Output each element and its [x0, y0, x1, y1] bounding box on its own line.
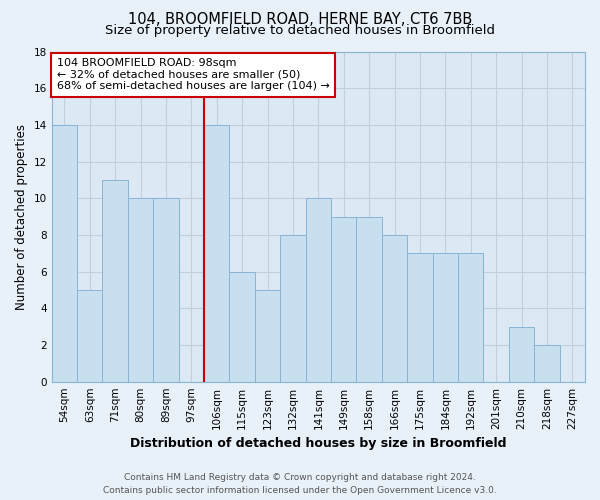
Bar [255, 290, 280, 382]
Bar [103, 180, 128, 382]
Bar [305, 198, 331, 382]
X-axis label: Distribution of detached houses by size in Broomfield: Distribution of detached houses by size … [130, 437, 506, 450]
Bar [204, 125, 229, 382]
Bar [229, 272, 255, 382]
Text: 104 BROOMFIELD ROAD: 98sqm
← 32% of detached houses are smaller (50)
68% of semi: 104 BROOMFIELD ROAD: 98sqm ← 32% of deta… [57, 58, 330, 92]
Text: Contains HM Land Registry data © Crown copyright and database right 2024.
Contai: Contains HM Land Registry data © Crown c… [103, 473, 497, 495]
Text: 104, BROOMFIELD ROAD, HERNE BAY, CT6 7BB: 104, BROOMFIELD ROAD, HERNE BAY, CT6 7BB [128, 12, 472, 28]
Bar [458, 254, 484, 382]
Bar [280, 235, 305, 382]
Bar [407, 254, 433, 382]
Bar [382, 235, 407, 382]
Bar [356, 216, 382, 382]
Y-axis label: Number of detached properties: Number of detached properties [15, 124, 28, 310]
Text: Size of property relative to detached houses in Broomfield: Size of property relative to detached ho… [105, 24, 495, 37]
Bar [128, 198, 153, 382]
Bar [433, 254, 458, 382]
Bar [509, 326, 534, 382]
Bar [331, 216, 356, 382]
Bar [534, 345, 560, 382]
Bar [153, 198, 179, 382]
Bar [77, 290, 103, 382]
Bar [52, 125, 77, 382]
